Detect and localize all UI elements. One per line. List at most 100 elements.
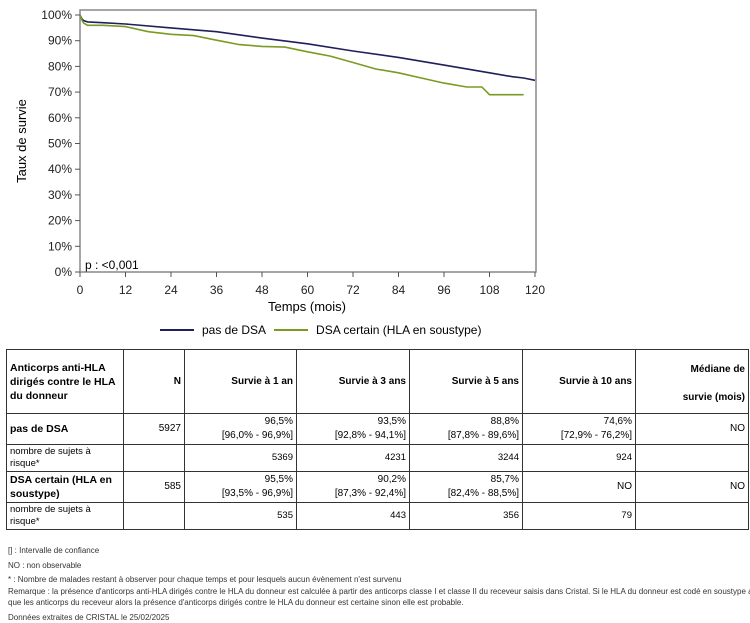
note-remark-2: que les anticorps du receveur alors la p… [8, 597, 750, 609]
at-risk-value: 5369 [185, 445, 297, 472]
survival-value: 90,2% [378, 474, 406, 485]
survival-value: 95,5% [265, 474, 293, 485]
survival-cell: 95,5% [93,5% - 96,9%] [185, 472, 297, 503]
survival-value: 96,5% [265, 416, 293, 427]
header-survival-10y: Survie à 10 ans [523, 350, 636, 414]
y-tick-label: 20% [48, 214, 72, 228]
y-tick-label: 70% [48, 85, 72, 99]
survival-cell: 88,8% [87,8% - 89,6%] [410, 414, 523, 445]
at-risk-label: nombre de sujets à risque* [7, 445, 124, 472]
confidence-interval: [72,9% - 76,2%] [526, 429, 632, 443]
legend-item-pas-de-dsa: pas de DSA [160, 323, 266, 337]
empty-cell [124, 503, 185, 530]
confidence-interval: [92,8% - 94,1%] [300, 429, 406, 443]
y-tick-label: 80% [48, 59, 72, 73]
at-risk-value: 924 [523, 445, 636, 472]
y-tick-label: 60% [48, 111, 72, 125]
x-tick-label: 84 [392, 283, 406, 297]
header-survival-5y: Survie à 5 ans [410, 350, 523, 414]
at-risk-value: 79 [523, 503, 636, 530]
table-row-at-risk: nombre de sujets à risque* 5369 4231 324… [7, 445, 749, 472]
header-median-line2: survie (mois) [683, 392, 745, 403]
x-tick-label: 24 [164, 283, 178, 297]
legend-swatch-green [274, 329, 308, 331]
group-n: 585 [124, 472, 185, 503]
empty-cell [636, 445, 749, 472]
survival-value: 74,6% [604, 416, 632, 427]
header-survival-3y: Survie à 3 ans [297, 350, 410, 414]
y-axis-label: Taux de survie [14, 99, 29, 183]
group-n: 5927 [124, 414, 185, 445]
note-risk: * : Nombre de malades restant à observer… [8, 574, 750, 586]
at-risk-value: 443 [297, 503, 410, 530]
survival-cell: NO [523, 472, 636, 503]
table-row-at-risk: nombre de sujets à risque* 535 443 356 7… [7, 503, 749, 530]
survival-cell: 74,6% [72,9% - 76,2%] [523, 414, 636, 445]
confidence-interval: [87,3% - 92,4%] [300, 487, 406, 501]
survival-curves [80, 15, 535, 95]
y-tick-label: 100% [41, 8, 72, 22]
y-axis: 0% 10% 20% 30% 40% 50% 60% 70% 80% 90% 100% [41, 8, 80, 279]
group-label: pas de DSA [7, 414, 124, 445]
empty-cell [124, 445, 185, 472]
note-no: NO : non observable [8, 560, 750, 572]
x-tick-label: 72 [346, 283, 360, 297]
survival-curve-dsa-certain [80, 15, 524, 95]
x-tick-label: 36 [210, 283, 224, 297]
y-tick-label: 10% [48, 239, 72, 253]
survival-cell: 96,5% [96,0% - 96,9%] [185, 414, 297, 445]
x-tick-label: 96 [437, 283, 451, 297]
note-source: Données extraites de CRISTAL le 25/02/20… [8, 612, 750, 623]
x-tick-label: 48 [255, 283, 269, 297]
group-label: DSA certain (HLA en soustype) [7, 472, 124, 503]
header-antibodies: Anticorps anti-HLA dirigés contre le HLA… [7, 350, 124, 414]
x-axis: 0 12 24 36 48 60 72 84 96 108 120 [77, 272, 546, 297]
x-tick-label: 108 [479, 283, 499, 297]
survival-cell: 90,2% [87,3% - 92,4%] [297, 472, 410, 503]
x-tick-label: 12 [119, 283, 133, 297]
survival-cell: 93,5% [92,8% - 94,1%] [297, 414, 410, 445]
table-row: pas de DSA 5927 96,5% [96,0% - 96,9%] 93,… [7, 414, 749, 445]
median-cell: NO [636, 414, 749, 445]
at-risk-value: 4231 [297, 445, 410, 472]
empty-cell [636, 503, 749, 530]
confidence-interval: [82,4% - 88,5%] [413, 487, 519, 501]
x-tick-label: 0 [77, 283, 84, 297]
chart-legend: pas de DSA DSA certain (HLA en soustype) [160, 323, 489, 337]
survival-value: 88,8% [491, 416, 519, 427]
y-tick-label: 90% [48, 34, 72, 48]
at-risk-value: 356 [410, 503, 523, 530]
survival-cell: 85,7% [82,4% - 88,5%] [410, 472, 523, 503]
header-survival-1y: Survie à 1 an [185, 350, 297, 414]
median-cell: NO [636, 472, 749, 503]
y-tick-label: 40% [48, 162, 72, 176]
survival-value: 93,5% [378, 416, 406, 427]
plot-frame [80, 10, 536, 272]
at-risk-value: 3244 [410, 445, 523, 472]
legend-label: pas de DSA [202, 323, 266, 337]
note-ci: [] : Intervalle de confiance [8, 545, 750, 557]
y-tick-label: 30% [48, 188, 72, 202]
survival-curve-pas-de-dsa [80, 15, 535, 80]
x-tick-label: 60 [301, 283, 315, 297]
survival-value: 85,7% [491, 474, 519, 485]
x-tick-label: 120 [525, 283, 545, 297]
legend-swatch-navy [160, 329, 194, 331]
survival-chart: 0% 10% 20% 30% 40% 50% 60% 70% 80% 90% 100% 0 12 24 3… [0, 0, 750, 345]
y-tick-label: 0% [55, 265, 73, 279]
confidence-interval: [96,0% - 96,9%] [188, 429, 293, 443]
table-header-row: Anticorps anti-HLA dirigés contre le HLA… [7, 350, 749, 414]
survival-value: NO [617, 481, 632, 492]
survival-table: Anticorps anti-HLA dirigés contre le HLA… [6, 349, 749, 530]
note-remark-1: Remarque : la présence d'anticorps anti-… [8, 586, 750, 598]
confidence-interval: [93,5% - 96,9%] [188, 487, 293, 501]
legend-item-dsa-certain: DSA certain (HLA en soustype) [274, 323, 481, 337]
table-row: DSA certain (HLA en soustype) 585 95,5% [… [7, 472, 749, 503]
p-value-annotation: p : <0,001 [85, 258, 139, 272]
x-axis-label: Temps (mois) [268, 299, 346, 314]
confidence-interval: [87,8% - 89,6%] [413, 429, 519, 443]
y-tick-label: 50% [48, 137, 72, 151]
header-n: N [124, 350, 185, 414]
header-median: Médiane de survie (mois) [636, 350, 749, 414]
header-median-line1: Médiane de [691, 364, 745, 375]
